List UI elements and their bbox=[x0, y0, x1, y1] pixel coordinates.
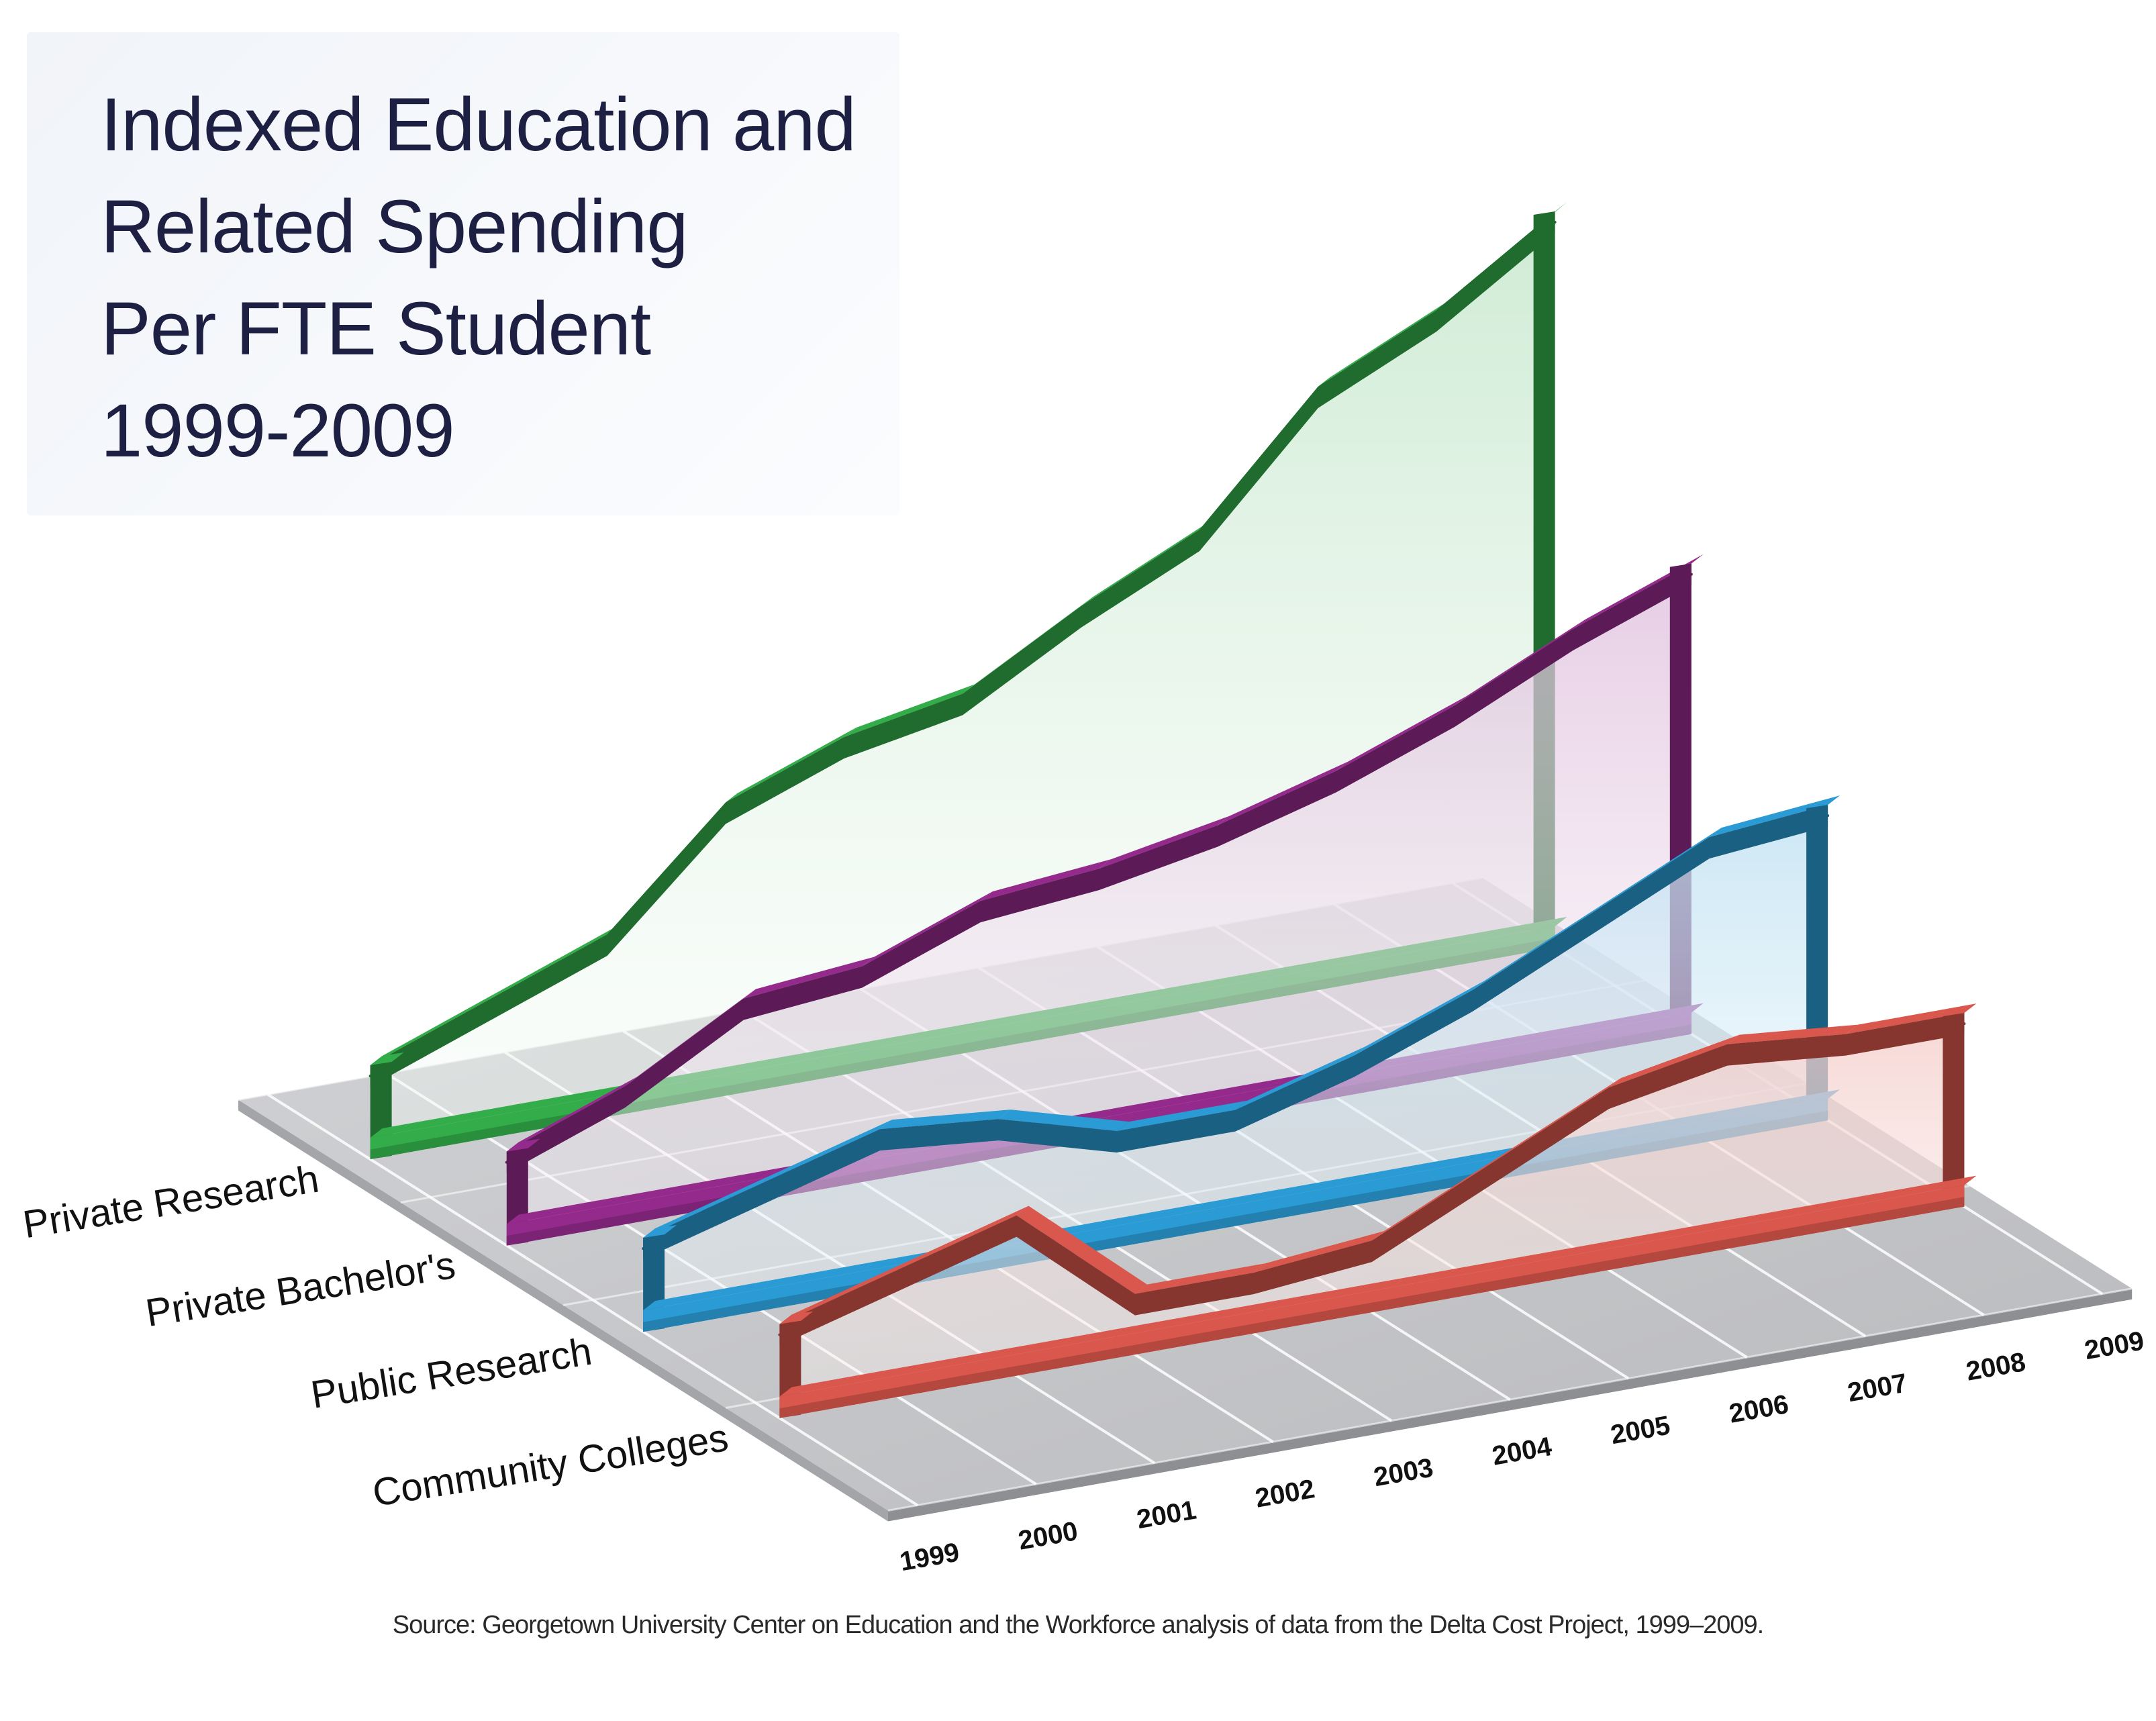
category-label: Private Research bbox=[20, 1157, 322, 1247]
data-point bbox=[861, 975, 864, 979]
data-point bbox=[778, 1333, 781, 1336]
year-tick-label: 2002 bbox=[1253, 1474, 1317, 1514]
title-line-1: Indexed Education and bbox=[101, 83, 856, 166]
grid-line bbox=[887, 1287, 2133, 1512]
data-point bbox=[1198, 539, 1202, 542]
year-tick-label: 2001 bbox=[1134, 1495, 1198, 1535]
year-tick-label: 2005 bbox=[1608, 1411, 1672, 1450]
data-point bbox=[1370, 1250, 1373, 1253]
year-tick-label: 2000 bbox=[1016, 1516, 1080, 1556]
year-tick-label: 2009 bbox=[2082, 1326, 2146, 1366]
year-tick-label: 2004 bbox=[1490, 1432, 1555, 1471]
data-point bbox=[961, 703, 965, 706]
chart-title: Indexed Education and Related Spending P… bbox=[101, 74, 906, 482]
data-point bbox=[1015, 1224, 1018, 1228]
data-point bbox=[1589, 923, 1593, 926]
data-point bbox=[1571, 638, 1575, 642]
data-point bbox=[1234, 1119, 1237, 1122]
data-point bbox=[1353, 1065, 1356, 1068]
data-point bbox=[642, 1247, 645, 1250]
data-point bbox=[1726, 1053, 1729, 1056]
category-label: Private Bachelor's bbox=[143, 1243, 458, 1335]
data-point bbox=[369, 1075, 372, 1077]
data-point bbox=[742, 1007, 745, 1011]
data-point bbox=[1689, 573, 1693, 576]
data-point bbox=[1116, 1140, 1119, 1144]
data-point bbox=[1252, 1282, 1255, 1285]
year-tick-label: 2008 bbox=[1964, 1347, 2028, 1387]
data-point bbox=[1826, 814, 1830, 818]
data-point bbox=[1844, 1043, 1847, 1046]
data-point bbox=[1435, 319, 1438, 322]
title-box bbox=[27, 32, 899, 515]
data-point bbox=[1963, 1022, 1966, 1026]
series-line bbox=[643, 805, 1828, 1260]
data-point bbox=[896, 1279, 899, 1282]
year-tick-label: 2006 bbox=[1727, 1389, 1791, 1429]
data-point bbox=[979, 910, 982, 914]
data-point bbox=[1216, 834, 1219, 838]
data-point bbox=[1553, 221, 1557, 224]
title-line-3: Per FTE Student bbox=[101, 287, 651, 371]
series-community-colleges bbox=[778, 1003, 1977, 1418]
source-note: Source: Georgetown University Center on … bbox=[392, 1611, 1764, 1639]
series-base bbox=[779, 1185, 1965, 1418]
data-point bbox=[1316, 396, 1320, 399]
year-tick-label: 2003 bbox=[1371, 1453, 1435, 1493]
data-point bbox=[997, 1128, 1000, 1132]
data-point bbox=[760, 1193, 763, 1196]
data-point bbox=[1708, 846, 1711, 850]
category-label: Public Research bbox=[308, 1330, 595, 1417]
data-point bbox=[1097, 878, 1101, 881]
data-point bbox=[842, 746, 846, 749]
data-point bbox=[1453, 715, 1456, 718]
title-line-4: 1999-2009 bbox=[101, 389, 455, 473]
series-post-right bbox=[1943, 1013, 1965, 1210]
series-line bbox=[779, 1013, 1965, 1346]
data-point bbox=[1607, 1097, 1610, 1100]
data-point bbox=[605, 944, 609, 946]
year-tick-label: 2007 bbox=[1845, 1369, 1909, 1408]
data-point bbox=[487, 1009, 491, 1012]
data-point bbox=[1079, 616, 1083, 618]
data-point bbox=[1334, 780, 1338, 783]
data-point bbox=[1133, 1303, 1136, 1306]
year-tick-label: 1999 bbox=[897, 1538, 961, 1577]
category-label: Community Colleges bbox=[370, 1416, 732, 1515]
data-point bbox=[879, 1138, 882, 1142]
data-point bbox=[624, 1095, 627, 1099]
data-point bbox=[505, 1161, 508, 1164]
data-point bbox=[1489, 1173, 1492, 1177]
data-point bbox=[724, 812, 728, 815]
title-line-2: Related Spending bbox=[101, 185, 688, 268]
data-point bbox=[1471, 999, 1474, 1003]
